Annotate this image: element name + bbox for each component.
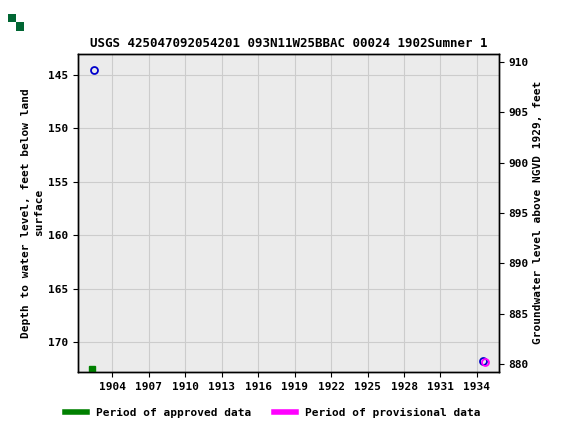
Text: USGS: USGS: [29, 13, 84, 31]
Title: USGS 425047092054201 093N11W25BBAC 00024 1902Sumner 1: USGS 425047092054201 093N11W25BBAC 00024…: [90, 37, 487, 50]
Y-axis label: Groundwater level above NGVD 1929, feet: Groundwater level above NGVD 1929, feet: [533, 81, 543, 344]
Y-axis label: Depth to water level, feet below land
surface: Depth to water level, feet below land su…: [21, 88, 44, 338]
FancyBboxPatch shape: [16, 22, 24, 31]
FancyBboxPatch shape: [8, 14, 16, 22]
Legend: Period of approved data, Period of provisional data: Period of approved data, Period of provi…: [60, 403, 485, 422]
FancyBboxPatch shape: [16, 14, 24, 22]
FancyBboxPatch shape: [8, 22, 16, 31]
